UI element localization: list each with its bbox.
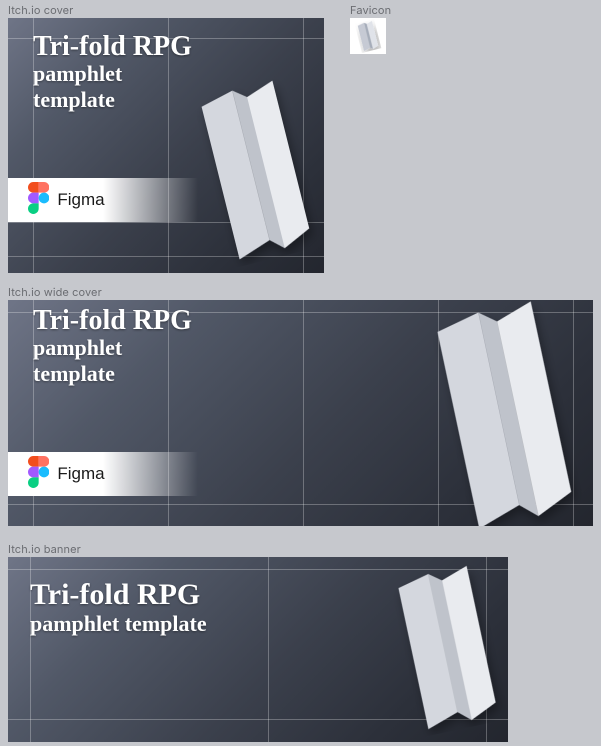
title-line-2: pamphlet [33, 335, 192, 360]
title-line-1: Tri-fold RPG [30, 579, 207, 611]
figma-canvas[interactable]: Itch.io cover Tri-fold RPG pamphlet temp… [0, 0, 601, 746]
figma-badge: Figma [8, 178, 198, 222]
frame-label-cover[interactable]: Itch.io cover [8, 3, 73, 17]
title-block: Tri-fold RPG pamphlet template [30, 579, 207, 636]
figma-logo-icon [28, 182, 49, 218]
frame-label-favicon[interactable]: Favicon [350, 3, 391, 17]
title-block: Tri-fold RPG pamphlet template [33, 306, 192, 386]
title-line-1: Tri-fold RPG [33, 32, 192, 61]
figma-label: Figma [57, 190, 104, 210]
frame-wide-cover[interactable]: Tri-fold RPG pamphlet template Figma [8, 300, 593, 526]
title-line-2: pamphlet [33, 61, 192, 86]
frame-banner[interactable]: Tri-fold RPG pamphlet template [8, 557, 508, 742]
title-line-1: Tri-fold RPG [33, 306, 192, 335]
figma-badge: Figma [8, 452, 198, 496]
title-line-3: template [33, 87, 192, 112]
figma-logo-icon [28, 456, 49, 492]
frame-label-wide[interactable]: Itch.io wide cover [8, 285, 102, 299]
frame-cover[interactable]: Tri-fold RPG pamphlet template Figma [8, 18, 324, 273]
title-block: Tri-fold RPG pamphlet template [33, 32, 192, 112]
title-line-2: pamphlet template [30, 611, 207, 636]
title-line-3: template [33, 361, 192, 386]
figma-label: Figma [57, 464, 104, 484]
pamphlet-illustration [355, 19, 382, 53]
frame-favicon[interactable] [350, 18, 386, 54]
frame-label-banner[interactable]: Itch.io banner [8, 542, 81, 556]
